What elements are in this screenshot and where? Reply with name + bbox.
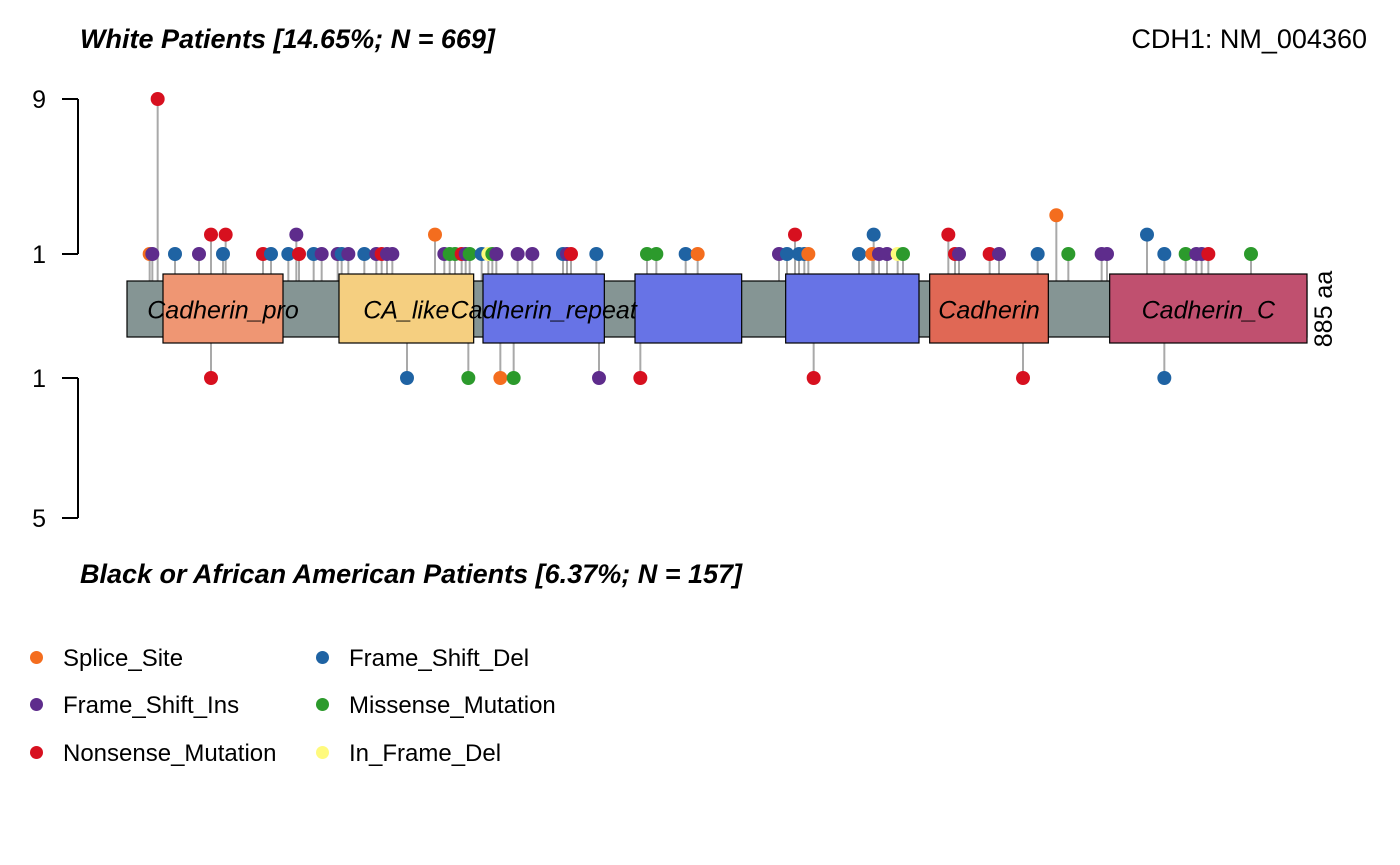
mutation-point [880,247,894,261]
mutation-point [690,247,705,261]
mutation-point [788,227,802,242]
mutation-point [462,247,477,261]
mutation-point [292,247,306,261]
mutation-point [192,247,206,261]
mutation-point [1157,371,1172,385]
mutation-point [1016,371,1030,385]
legend-item-missense-mutation: Missense_Mutation [316,691,556,721]
mutation-point [400,371,414,385]
legend-item-frame-shift-ins: Frame_Shift_Ins [30,691,239,721]
mutation-point [510,247,525,261]
mutation-point [357,247,372,261]
domain-label: CA_like [363,297,449,325]
mutation-point [866,227,881,242]
legend-label: Frame_Shift_Ins [63,692,240,719]
mutation-point [1244,247,1258,261]
mutation-legend: Splice_Site Frame_Shift_Del Frame_Shift_… [30,640,650,780]
mutation-point [145,247,160,261]
legend-marker [30,746,43,760]
mutation-point [489,247,504,261]
mutation-point [1201,247,1216,261]
mutation-point [1100,247,1114,261]
bottom-y-axis: 15 [32,365,79,533]
mutation-point [150,92,165,106]
protein-length-label: 885 aa [1310,271,1338,348]
mutation-point [218,227,233,242]
mutation-point [992,247,1006,261]
mutation-point [281,247,296,261]
tick-label: 1 [32,241,46,269]
legend-item-frame-shift-del: Frame_Shift_Del [316,644,529,674]
mutation-point [168,247,182,261]
domain-label: Cadherin [938,297,1039,325]
mutation-point [1030,247,1045,261]
mutation-point [461,371,476,385]
legend-label: In_Frame_Del [349,740,502,767]
top-group-title: White Patients [14.65%; N = 669] [80,24,495,54]
mutation-point [780,247,794,261]
mutation-point [1061,247,1076,261]
legend-marker [30,698,43,712]
legend-label: Missense_Mutation [349,692,556,719]
mutation-point [506,371,521,385]
domain-label: Cadherin_pro [147,297,299,325]
domain-box [634,273,743,344]
mutation-point [525,247,540,261]
tick-label: 1 [32,365,46,393]
domain-box [482,273,605,344]
tick-label: 5 [32,505,46,533]
mutation-point [314,247,329,261]
mutation-point [564,247,578,261]
bottom-group-title: Black or African American Patients [6.37… [80,559,743,589]
legend-item-nonsense-mutation: Nonsense_Mutation [30,739,276,769]
mutation-point [1178,247,1193,261]
gene-transcript-label: CDH1: NM_004360 [1131,24,1367,54]
mutation-point [264,247,278,261]
protein-track: Cadherin_pro CA_like Cadherin_repeat Cadher… [126,271,1338,348]
domain-box [1109,273,1308,344]
mutation-point [633,371,648,385]
mutation-point [1049,208,1064,223]
mutation-point [204,371,218,385]
legend-marker [316,651,329,665]
domain-box [785,273,920,344]
mutation-point [216,247,230,261]
legend-marker [316,746,329,760]
tick-label: 9 [32,86,46,114]
mutation-point [204,227,218,242]
mutation-point [806,371,821,385]
legend-item-splice-site: Splice_Site [30,644,183,674]
mutation-point [941,227,956,242]
mutation-point [289,227,304,242]
legend-label: Frame_Shift_Del [349,645,530,672]
domain-label: Cadherin_C [1142,297,1276,325]
legend-label: Nonsense_Mutation [63,740,277,767]
mutation-point [678,247,693,261]
mutation-point [428,227,442,242]
domain-box [338,273,475,344]
mutation-point [896,247,910,261]
mutation-point [1157,247,1172,261]
top-y-axis: 91 [32,86,79,269]
domain-box [929,273,1049,344]
legend-item-in-frame-del: In_Frame_Del [316,739,501,769]
mutation-point [852,247,866,261]
mutation-point [952,247,966,261]
legend-label: Splice_Site [63,645,184,672]
mutation-point [1140,227,1154,242]
mutation-point [493,371,508,385]
mutation-point [801,247,816,261]
mutation-point [649,247,664,261]
mutation-point [589,247,604,261]
domain-label: Cadherin_repeat [451,297,638,325]
lollipop-heads [142,92,1258,385]
mutation-point [341,247,356,261]
legend-marker [316,698,329,712]
mutation-point [385,247,400,261]
legend-marker [30,651,43,665]
mutation-point [592,371,606,385]
domain-box [162,273,284,344]
